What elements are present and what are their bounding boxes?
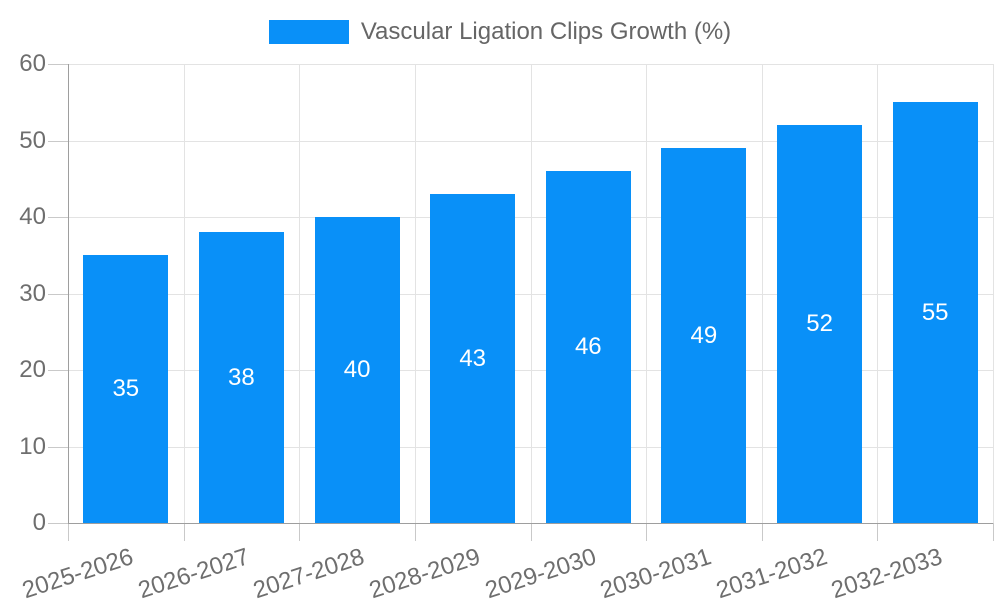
- y-tick-label: 20: [19, 356, 46, 383]
- x-tick-label: 2030-2031: [597, 543, 715, 604]
- y-tick-mark: [48, 293, 68, 295]
- x-tick-mark: [877, 523, 879, 541]
- x-gridline: [530, 64, 532, 523]
- bar-value-label: 35: [112, 375, 140, 403]
- bar[interactable]: [777, 125, 863, 523]
- bar[interactable]: [892, 102, 978, 524]
- y-tick-mark: [48, 523, 68, 524]
- y-tick-label: 40: [19, 203, 46, 230]
- bar-value-label: 43: [459, 344, 487, 372]
- y-tick-mark: [48, 446, 68, 448]
- x-gridline: [299, 64, 301, 523]
- x-gridline: [993, 64, 994, 523]
- y-tick-label: 30: [19, 279, 46, 307]
- x-tick-label: 2028-2029: [365, 543, 484, 604]
- x-axis-line: [68, 523, 993, 524]
- bar[interactable]: [198, 232, 284, 523]
- x-tick-label: 2032-2033: [828, 543, 946, 604]
- x-tick-label: 2026-2027: [134, 543, 253, 604]
- y-axis-line: [68, 64, 69, 523]
- y-tick-mark: [48, 217, 68, 218]
- bar-value-label: 52: [806, 310, 833, 338]
- x-tick-mark: [183, 523, 185, 541]
- bar[interactable]: [430, 194, 516, 523]
- bar-value-label: 55: [921, 298, 949, 326]
- x-tick-mark: [993, 523, 994, 541]
- bar-value-label: 38: [228, 363, 255, 391]
- bar-value-label: 46: [574, 333, 602, 360]
- x-tick-label: 2031-2032: [712, 543, 831, 604]
- x-tick-mark: [299, 523, 301, 541]
- x-tick-mark: [68, 523, 69, 541]
- legend-swatch: [268, 20, 349, 44]
- y-tick-label: 0: [32, 509, 46, 536]
- x-gridline: [761, 64, 763, 523]
- bar[interactable]: [314, 217, 400, 523]
- bar[interactable]: [661, 148, 747, 523]
- x-tick-mark: [414, 523, 416, 541]
- x-tick-label: 2025-2026: [19, 543, 137, 604]
- x-gridline: [414, 64, 416, 523]
- legend-label: Vascular Ligation Clips Growth (%): [360, 18, 732, 45]
- bar[interactable]: [545, 171, 631, 523]
- y-tick-mark: [48, 64, 68, 65]
- y-tick-mark: [48, 140, 68, 142]
- y-tick-mark: [48, 370, 68, 371]
- x-tick-label: 2029-2030: [481, 543, 600, 604]
- x-gridline: [877, 64, 879, 523]
- chart-legend[interactable]: Vascular Ligation Clips Growth (%): [0, 18, 1000, 46]
- x-gridline: [183, 64, 185, 523]
- bar-value-label: 49: [690, 321, 718, 349]
- x-tick-mark: [761, 523, 763, 541]
- y-tick-label: 60: [19, 50, 46, 77]
- y-tick-label: 50: [19, 126, 46, 154]
- bar-value-label: 40: [343, 356, 371, 383]
- x-tick-mark: [646, 523, 648, 541]
- y-tick-label: 10: [19, 432, 46, 460]
- bar[interactable]: [83, 255, 169, 524]
- x-tick-mark: [530, 523, 532, 541]
- x-tick-label: 2027-2028: [250, 543, 368, 604]
- x-gridline: [646, 64, 648, 523]
